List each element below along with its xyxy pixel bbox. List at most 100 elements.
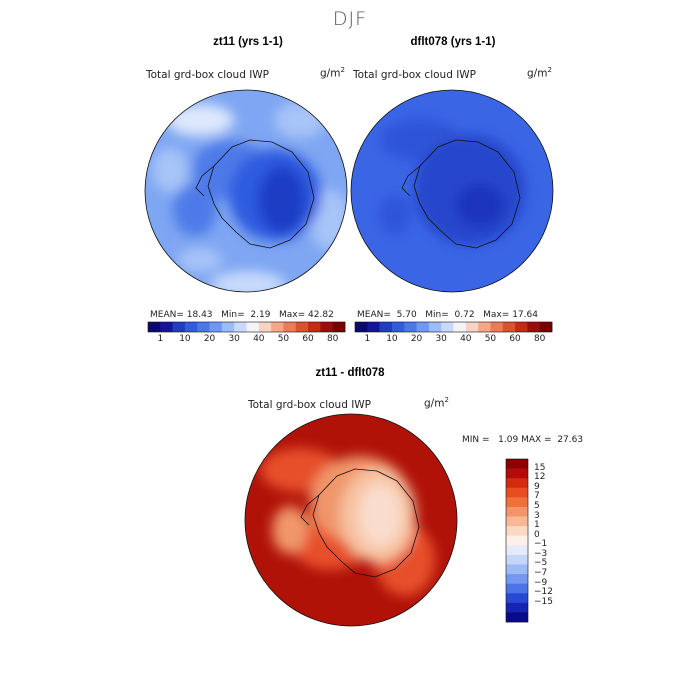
panel-1-stats: MEAN= 18.43 Min= 2.19 Max= 42.82 — [150, 310, 334, 320]
panel-2-max-value: 17.64 — [512, 310, 538, 320]
colorbar-2-cell — [465, 322, 479, 332]
colorbar-2-tick-label: 1 — [364, 334, 371, 344]
colorbar-diff-tick-label: 9 — [534, 481, 540, 492]
colorbar-1-cell — [246, 322, 260, 332]
colorbar-diff-frame — [505, 458, 529, 623]
colorbar-1-cell — [332, 322, 346, 332]
colorbar-2-tick-label: 60 — [509, 334, 521, 344]
colorbar-1-cell — [320, 322, 333, 332]
colorbar-diff-cell — [506, 526, 528, 537]
colorbar-1-tick-label: 40 — [253, 334, 265, 344]
colorbar-1-cell — [148, 322, 161, 332]
colorbar-1-cell — [184, 322, 198, 332]
map-zt11 — [145, 90, 347, 292]
panel-2-title: dflt078 (yrs 1-1) — [410, 36, 496, 48]
colorbar-2-cell — [502, 322, 516, 332]
colorbar-panel-2 — [354, 321, 553, 333]
map-dflt078-border — [350, 89, 554, 293]
colorbar-panel-1 — [147, 321, 346, 333]
colorbar-diff-cell — [506, 535, 528, 546]
colorbar-diff-cell — [506, 574, 528, 584]
panel-1-min-value: 2.19 — [250, 310, 271, 320]
colorbar-1-cell — [172, 322, 186, 332]
colorbar-2-cell — [428, 322, 442, 332]
colorbar-diff-cell — [506, 468, 528, 479]
colorbar-1-tick-label: 80 — [326, 334, 339, 344]
panel-1-mean-label: MEAN= — [150, 310, 184, 320]
panel-1-mean-value: 18.43 — [186, 310, 213, 320]
colorbar-diff-cell — [506, 564, 528, 575]
colorbar-1-cell — [308, 322, 321, 332]
panel-2-stats: MEAN= 5.70 Min= 0.72 Max= 17.64 — [357, 310, 538, 320]
panel-1-max-label: Max= — [279, 310, 306, 320]
season-title: DJF — [332, 8, 368, 30]
colorbar-diff-tick-label: 5 — [534, 500, 540, 511]
colorbar-1-tick-label: 20 — [203, 334, 216, 344]
panel-2-max-label: Max= — [483, 310, 510, 320]
colorbar-2-cell — [515, 322, 528, 332]
diff-title: zt11 - dflt078 — [315, 367, 385, 379]
colorbar-diff-tick-label: −3 — [534, 548, 548, 559]
colorbar-diff-tick-label: 0 — [534, 529, 540, 540]
diff-min-label: MIN = — [462, 435, 490, 445]
colorbar-1-cell — [234, 322, 247, 332]
colorbar-diff-cell — [506, 602, 528, 613]
colorbar-diff-tick-label: 12 — [534, 472, 546, 483]
panel-1-units: g/m2 — [320, 66, 345, 80]
colorbar-diff-cell — [506, 497, 528, 508]
colorbar-diff-tick-label: −5 — [534, 558, 548, 569]
diff-variable-label: Total grd-box cloud IWP — [248, 399, 372, 411]
colorbar-1-cell — [197, 322, 210, 332]
panel-1-min-label: Min= — [221, 310, 245, 320]
colorbar-diff-cell — [506, 506, 528, 517]
panel-2-units: g/m2 — [527, 66, 552, 80]
colorbar-diff-cell — [506, 516, 528, 527]
colorbar-1-tick-label: 30 — [228, 334, 240, 344]
colorbar-diff-tick-label: 7 — [534, 491, 540, 502]
diff-max-value: 27.63 — [557, 435, 584, 445]
diff-units: g/m2 — [424, 396, 449, 410]
colorbar-1-cell — [295, 322, 309, 332]
colorbar-1-frame — [147, 321, 346, 333]
colorbar-1-tick-label: 1 — [157, 334, 164, 344]
colorbar-2-cell — [416, 322, 430, 332]
colorbar-diff-cell — [506, 459, 528, 469]
colorbar-diff — [505, 458, 529, 623]
map-diff — [245, 414, 457, 626]
panel-2-min-label: Min= — [425, 310, 449, 320]
colorbar-2-tick-label: 40 — [460, 334, 472, 344]
colorbar-diff-tick-label: 1 — [534, 520, 540, 531]
panel-2-mean-value: 5.70 — [396, 310, 417, 320]
colorbar-1-cell — [258, 322, 272, 332]
panel-1-title: zt11 (yrs 1-1) — [213, 36, 283, 48]
colorbar-1-cell — [160, 322, 173, 332]
diff-min-value: 1.09 — [498, 435, 519, 445]
colorbar-2-cell — [391, 322, 405, 332]
colorbar-2-cell — [404, 322, 417, 332]
colorbar-diff-tick-label: −9 — [534, 577, 548, 588]
panel-1-max-value: 42.82 — [308, 310, 334, 320]
diff-max-label: MAX = — [521, 435, 552, 445]
colorbar-diff-tick-label: 3 — [534, 510, 540, 521]
colorbar-1-tick-label: 10 — [179, 334, 191, 344]
colorbar-diff-tick-label: −12 — [534, 587, 553, 598]
colorbar-2-cell — [453, 322, 467, 332]
colorbar-diff-cell — [506, 593, 528, 604]
panel-2-variable-label: Total grd-box cloud IWP — [353, 69, 477, 81]
colorbar-diff-cell — [506, 487, 528, 498]
map-diff-border — [244, 413, 458, 627]
colorbar-diff-cell — [506, 612, 528, 623]
colorbar-2-cell — [367, 322, 380, 332]
colorbar-diff-cell — [506, 545, 528, 556]
colorbar-diff-tick-label: −7 — [534, 568, 548, 579]
colorbar-2-cell — [490, 322, 504, 332]
colorbar-2-tick-label: 80 — [533, 334, 546, 344]
colorbar-2-tick-label: 50 — [484, 334, 497, 344]
colorbar-diff-cell — [506, 583, 528, 594]
diff-stats: MIN = 1.09 MAX = 27.63 — [462, 435, 583, 445]
colorbar-1-tick-label: 50 — [277, 334, 290, 344]
map-dflt078 — [351, 90, 553, 292]
colorbar-2-cell — [355, 322, 368, 332]
colorbar-2-cell — [379, 322, 393, 332]
